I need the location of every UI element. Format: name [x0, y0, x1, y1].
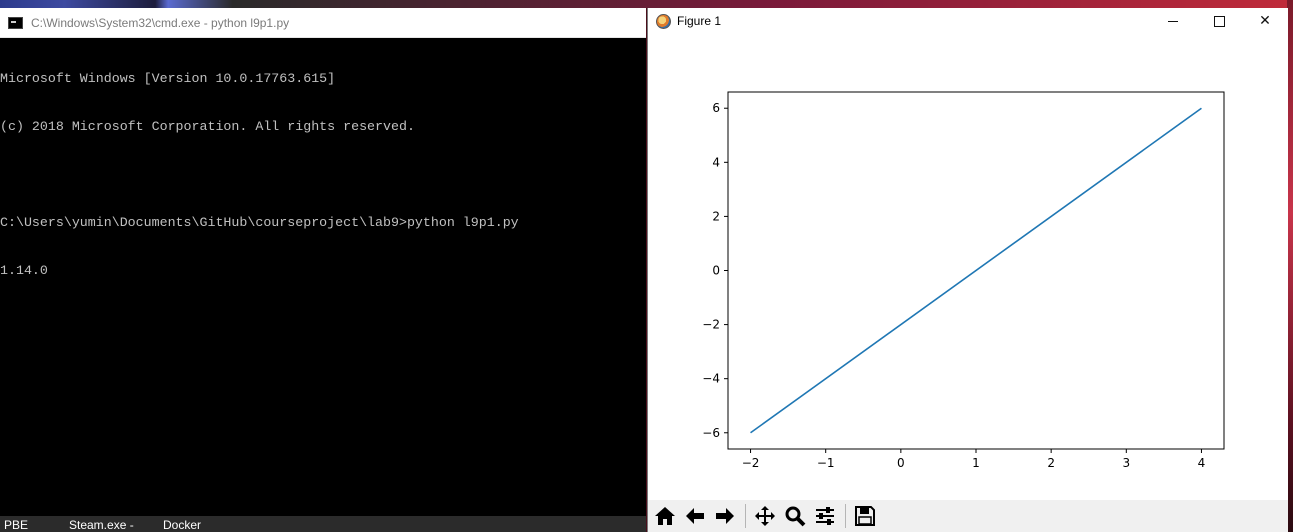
figure-window[interactable]: Figure 1 ✕ −2 −1 0 1 2 3 4 −6 −4 −2 0 2 4 6 — [647, 8, 1288, 532]
x-tick-label: 3 — [1122, 456, 1130, 470]
configure-subplots-button[interactable] — [811, 503, 839, 529]
y-tick-label: 2 — [712, 209, 720, 223]
pan-button[interactable] — [751, 503, 779, 529]
desktop-background-strip — [0, 0, 1293, 8]
cmd-window-title: C:\Windows\System32\cmd.exe - python l9p… — [31, 15, 290, 30]
close-button[interactable]: ✕ — [1242, 8, 1288, 34]
x-tick-label: −2 — [742, 456, 760, 470]
terminal-line — [0, 167, 646, 183]
maximize-icon — [1213, 15, 1225, 27]
taskbar-item-docker[interactable]: Docker — [163, 518, 202, 532]
terminal-output[interactable]: Microsoft Windows [Version 10.0.17763.61… — [0, 38, 646, 311]
plot-canvas[interactable]: −2 −1 0 1 2 3 4 −6 −4 −2 0 2 4 6 — [648, 34, 1288, 500]
figure-titlebar[interactable]: Figure 1 ✕ — [648, 8, 1288, 34]
save-icon — [855, 506, 875, 526]
series-group — [750, 107, 1202, 434]
home-icon — [655, 507, 675, 525]
taskbar: PBE Steam.exe - Docker — [0, 516, 646, 532]
forward-button[interactable] — [711, 503, 739, 529]
maximize-button[interactable] — [1196, 8, 1242, 34]
terminal-line: 1.14.0 — [0, 263, 48, 278]
configure-subplots-icon — [816, 507, 834, 525]
figure-window-title: Figure 1 — [677, 14, 722, 28]
terminal-line: C:\Users\yumin\Documents\GitHub\coursepr… — [0, 215, 519, 230]
zoom-icon — [785, 506, 806, 527]
toolbar-separator — [845, 504, 846, 528]
y-tick-label: −6 — [702, 426, 720, 440]
y-tick-label: 6 — [712, 101, 720, 115]
x-tick-label: 0 — [897, 456, 905, 470]
x-axis-ticks: −2 −1 0 1 2 3 4 — [742, 449, 1206, 470]
figure-toolbar — [648, 500, 1288, 532]
cmd-titlebar[interactable]: C:\Windows\System32\cmd.exe - python l9p… — [0, 8, 646, 38]
taskbar-item-pbe[interactable]: PBE — [4, 518, 29, 532]
series-line — [750, 107, 1202, 434]
terminal-line: (c) 2018 Microsoft Corporation. All righ… — [0, 119, 415, 134]
back-button[interactable] — [681, 503, 709, 529]
terminal-line: Microsoft Windows [Version 10.0.17763.61… — [0, 71, 336, 86]
x-tick-label: 1 — [972, 456, 980, 470]
back-arrow-icon — [686, 508, 704, 524]
cmd-icon — [8, 16, 23, 29]
cmd-window[interactable]: C:\Windows\System32\cmd.exe - python l9p… — [0, 8, 646, 516]
minimize-icon — [1168, 20, 1178, 22]
matplotlib-logo-icon — [656, 13, 671, 29]
y-axis-ticks: −6 −4 −2 0 2 4 6 — [702, 101, 728, 440]
y-tick-label: −2 — [702, 318, 720, 332]
y-tick-label: −4 — [702, 372, 720, 386]
x-tick-label: 4 — [1198, 456, 1206, 470]
save-button[interactable] — [851, 503, 879, 529]
desktop-background-edge — [1287, 0, 1293, 532]
x-tick-label: 2 — [1047, 456, 1055, 470]
toolbar-separator — [745, 504, 746, 528]
forward-arrow-icon — [716, 508, 734, 524]
pan-icon — [755, 506, 775, 526]
minimize-button[interactable] — [1150, 8, 1196, 34]
y-tick-label: 4 — [712, 155, 720, 169]
x-tick-label: −1 — [817, 456, 835, 470]
home-button[interactable] — [651, 503, 679, 529]
y-tick-label: 0 — [712, 264, 720, 278]
close-icon: ✕ — [1259, 13, 1271, 29]
zoom-button[interactable] — [781, 503, 809, 529]
taskbar-item-steam[interactable]: Steam.exe - — [69, 518, 134, 532]
